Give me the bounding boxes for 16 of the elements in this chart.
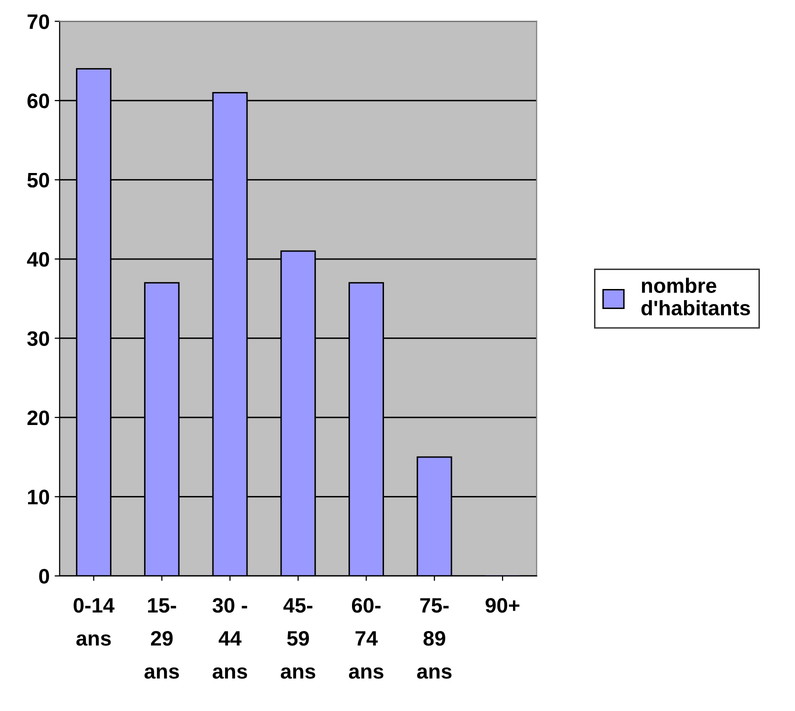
x-tick-label: 30 - 44 ans (212, 598, 248, 679)
x-tick-label: 75- 89 ans (417, 598, 452, 679)
y-tick-label: 60 (27, 94, 50, 108)
x-tick-label: 0-14 ans (74, 598, 114, 646)
y-tick-label: 70 (28, 14, 50, 30)
y-tick-label: 20 (27, 410, 50, 426)
x-tick-label: 15- 29 ans (144, 598, 179, 679)
legend-label: nombre d'habitants (641, 278, 750, 316)
x-tick-label: 90+ (486, 598, 520, 613)
x-tick-label: 45- 59 ans (280, 598, 316, 679)
y-tick-label: 10 (28, 490, 50, 504)
x-tick-label: 60- 74 ans (348, 598, 384, 679)
y-tick-label: 0 (39, 568, 50, 584)
y-tick-label: 50 (27, 172, 50, 188)
y-tick-label: 30 (27, 331, 50, 346)
y-tick-label: 40 (27, 252, 50, 267)
